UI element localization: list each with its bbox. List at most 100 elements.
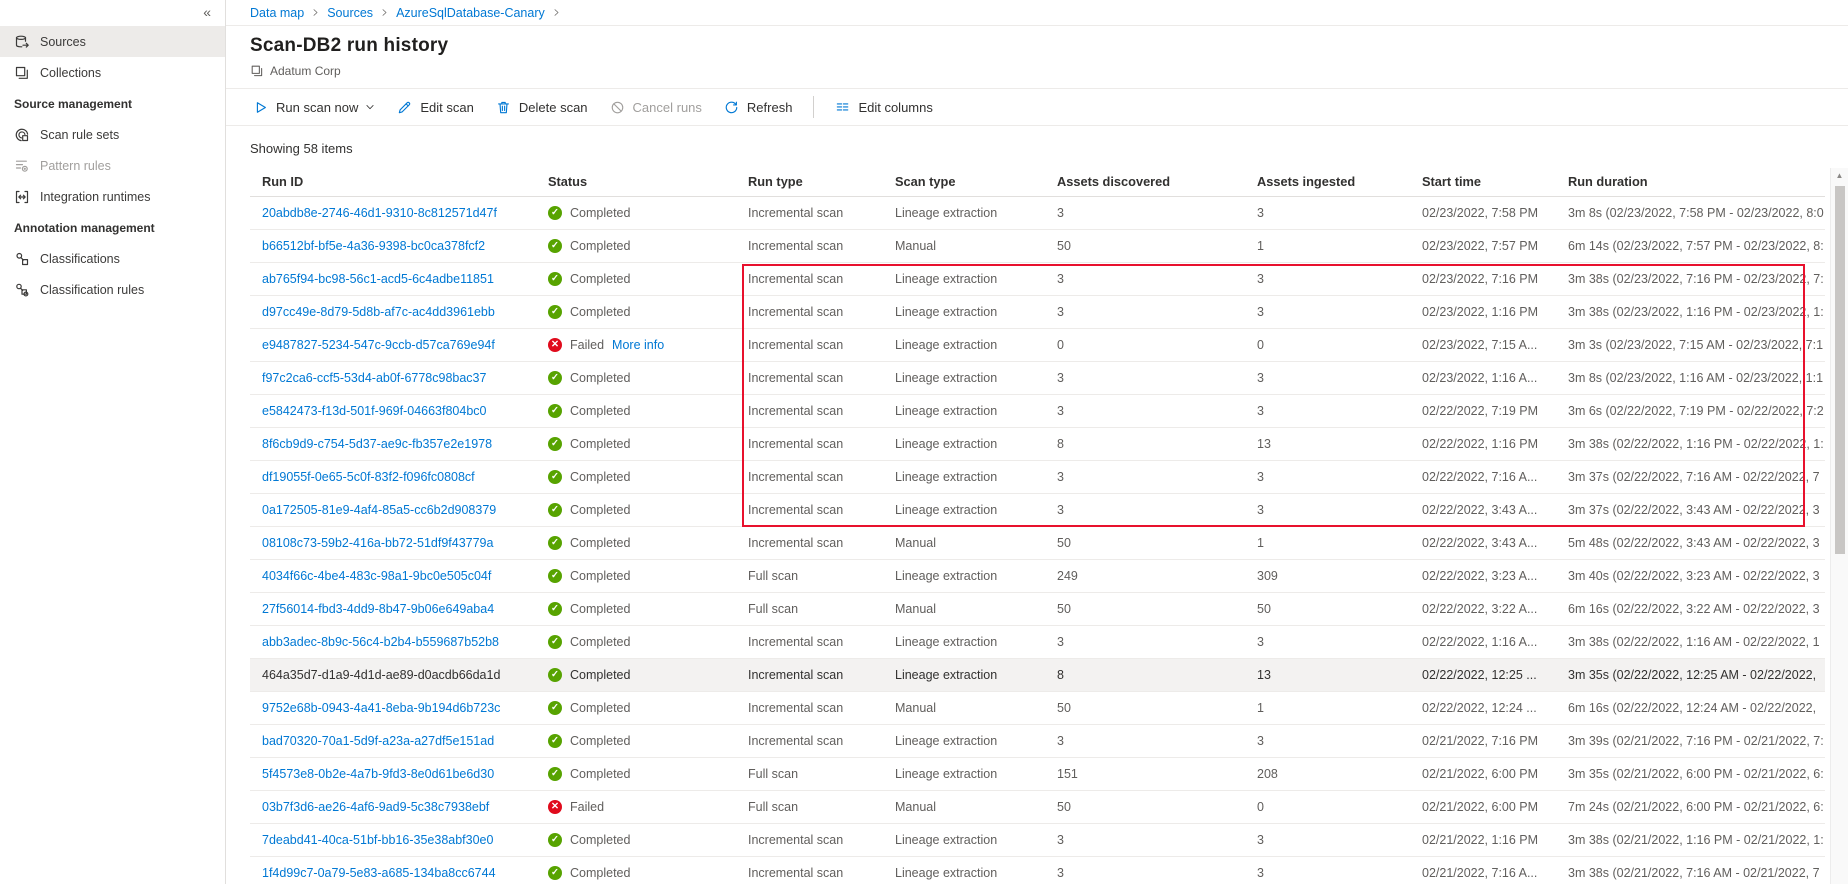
run-duration-cell: 3m 6s (02/22/2022, 7:19 PM - 02/22/2022,… bbox=[1556, 394, 1825, 428]
table-row[interactable]: bad70320-70a1-5d9f-a23a-a27df5e151ad ✓ Com… bbox=[250, 724, 1825, 758]
status-label: Completed bbox=[570, 370, 631, 385]
table-row[interactable]: d97cc49e-8d79-5d8b-af7c-ac4dd3961ebb ✓ Com… bbox=[250, 295, 1825, 329]
breadcrumb-link-azuresqldatabase-canary[interactable]: AzureSqlDatabase-Canary bbox=[396, 5, 545, 20]
sidebar-item-classifications[interactable]: Classifications bbox=[0, 243, 225, 274]
column-header-assets-discovered[interactable]: Assets discovered bbox=[1045, 167, 1245, 197]
sidebar-item-integration-runtimes[interactable]: Integration runtimes bbox=[0, 181, 225, 212]
run-id-link[interactable]: df19055f-0e65-5c0f-83f2-f096fc0808cf bbox=[262, 469, 475, 484]
run-id-link[interactable]: 20abdb8e-2746-46d1-9310-8c812571d47f bbox=[262, 205, 497, 220]
run-id-link[interactable]: b66512bf-bf5e-4a36-9398-bc0ca378fcf2 bbox=[262, 238, 486, 253]
sidebar-item-label: Classification rules bbox=[40, 282, 145, 297]
table-row[interactable]: abb3adec-8b9c-56c4-b2b4-b559687b52b8 ✓ Com… bbox=[250, 625, 1825, 659]
table-row[interactable]: 08108c73-59b2-416a-bb72-51df9f43779a ✓ Com… bbox=[250, 526, 1825, 560]
run-id-link[interactable]: 27f56014-fbd3-4dd9-8b47-9b06e649aba4 bbox=[262, 601, 495, 616]
table-row[interactable]: b66512bf-bf5e-4a36-9398-bc0ca378fcf2 ✓ Com… bbox=[250, 229, 1825, 263]
collection-subtitle: Adatum Corp bbox=[250, 64, 1824, 78]
status-cell: ✓ Completed bbox=[536, 592, 736, 626]
scan-type-cell: Manual bbox=[883, 790, 1045, 824]
run-id-link[interactable]: 1f4d99c7-0a79-5e83-a685-134ba8cc6744 bbox=[262, 865, 496, 880]
table-row[interactable]: 0a172505-81e9-4af4-85a5-cc6b2d908379 ✓ Com… bbox=[250, 493, 1825, 527]
status-completed-icon: ✓ bbox=[548, 436, 562, 451]
run-id-link[interactable]: ab765f94-bc98-56c1-acd5-6c4adbe11851 bbox=[262, 271, 494, 286]
table-row[interactable]: ab765f94-bc98-56c1-acd5-6c4adbe11851 ✓ Com… bbox=[250, 262, 1825, 296]
table-row[interactable]: f97c2ca6-ccf5-53d4-ab0f-6778c98bac37 ✓ Com… bbox=[250, 361, 1825, 395]
column-header-scan-type[interactable]: Scan type bbox=[883, 167, 1045, 197]
table-row[interactable]: 03b7f3d6-ae26-4af6-9ad9-5c38c7938ebf ✕ Fai… bbox=[250, 790, 1825, 824]
run-duration-cell: 3m 38s (02/21/2022, 7:16 AM - 02/21/2022… bbox=[1556, 856, 1825, 884]
start-time-cell: 02/22/2022, 3:22 A... bbox=[1410, 592, 1556, 626]
run-id-link[interactable]: 464a35d7-d1a9-4d1d-ae89-d0acdb66da1d bbox=[262, 667, 501, 682]
sidebar-item-sources[interactable]: Sources bbox=[0, 26, 225, 57]
column-header-start-time[interactable]: Start time bbox=[1410, 167, 1556, 197]
status-cell: ✓ Completed bbox=[536, 625, 736, 659]
table-row[interactable]: df19055f-0e65-5c0f-83f2-f096fc0808cf ✓ Com… bbox=[250, 460, 1825, 494]
toolbar-edit-scan-button[interactable]: Edit scan bbox=[386, 89, 484, 125]
column-header-run-duration[interactable]: Run duration bbox=[1556, 167, 1825, 197]
scan-rule-sets-icon bbox=[14, 127, 30, 143]
status-cell: ✓ Completed bbox=[536, 691, 736, 725]
run-type-cell: Incremental scan bbox=[736, 724, 883, 758]
run-id-link[interactable]: f97c2ca6-ccf5-53d4-ab0f-6778c98bac37 bbox=[262, 370, 487, 385]
table-row[interactable]: 7deabd41-40ca-51bf-bb16-35e38abf30e0 ✓ Com… bbox=[250, 823, 1825, 857]
run-id-link[interactable]: 4034f66c-4be4-483c-98a1-9bc0e505c04f bbox=[262, 568, 492, 583]
vertical-scrollbar[interactable] bbox=[1830, 168, 1848, 884]
toolbar-refresh-button[interactable]: Refresh bbox=[713, 89, 804, 125]
sidebar-item-scan-rule-sets[interactable]: Scan rule sets bbox=[0, 119, 225, 150]
run-duration-cell: 3m 35s (02/22/2022, 12:25 AM - 02/22/202… bbox=[1556, 658, 1825, 692]
scan-type-cell: Lineage extraction bbox=[883, 394, 1045, 428]
run-id-link[interactable]: 08108c73-59b2-416a-bb72-51df9f43779a bbox=[262, 535, 494, 550]
table-row[interactable]: 27f56014-fbd3-4dd9-8b47-9b06e649aba4 ✓ Com… bbox=[250, 592, 1825, 626]
run-duration-cell: 6m 16s (02/22/2022, 12:24 AM - 02/22/202… bbox=[1556, 691, 1825, 725]
more-info-link[interactable]: More info bbox=[612, 337, 665, 352]
column-header-run-type[interactable]: Run type bbox=[736, 167, 883, 197]
sidebar-item-collections[interactable]: Collections bbox=[0, 57, 225, 88]
run-id-link[interactable]: 03b7f3d6-ae26-4af6-9ad9-5c38c7938ebf bbox=[262, 799, 490, 814]
sidebar-collapse-button[interactable]: « bbox=[199, 2, 215, 22]
toolbar-button-label: Edit columns bbox=[858, 99, 933, 115]
table-row[interactable]: 4034f66c-4be4-483c-98a1-9bc0e505c04f ✓ Com… bbox=[250, 559, 1825, 593]
run-id-link[interactable]: bad70320-70a1-5d9f-a23a-a27df5e151ad bbox=[262, 733, 495, 748]
table-row[interactable]: 5f4573e8-0b2e-4a7b-9fd3-8e0d61be6d30 ✓ Com… bbox=[250, 757, 1825, 791]
chevron-right-icon bbox=[311, 8, 320, 17]
run-id-link[interactable]: e5842473-f13d-501f-969f-04663f804bc0 bbox=[262, 403, 487, 418]
table-row[interactable]: 9752e68b-0943-4a41-8eba-9b194d6b723c ✓ Com… bbox=[250, 691, 1825, 725]
run-id-link[interactable]: abb3adec-8b9c-56c4-b2b4-b559687b52b8 bbox=[262, 634, 500, 649]
run-id-cell: 20abdb8e-2746-46d1-9310-8c812571d47f bbox=[250, 196, 536, 230]
table-row[interactable]: 8f6cb9d9-c754-5d37-ae9c-fb357e2e1978 ✓ Com… bbox=[250, 427, 1825, 461]
run-id-link[interactable]: 7deabd41-40ca-51bf-bb16-35e38abf30e0 bbox=[262, 832, 494, 847]
run-id-link[interactable]: e9487827-5234-547c-9ccb-d57ca769e94f bbox=[262, 337, 495, 352]
run-duration-cell: 3m 39s (02/21/2022, 7:16 PM - 02/21/2022… bbox=[1556, 724, 1825, 758]
scan-type-cell: Lineage extraction bbox=[883, 823, 1045, 857]
start-time-cell: 02/21/2022, 1:16 PM bbox=[1410, 823, 1556, 857]
toolbar-run-scan-now-button[interactable]: Run scan now bbox=[242, 89, 386, 125]
column-header-status[interactable]: Status bbox=[536, 167, 736, 197]
table-row[interactable]: 1f4d99c7-0a79-5e83-a685-134ba8cc6744 ✓ Com… bbox=[250, 856, 1825, 884]
breadcrumb-link-data-map[interactable]: Data map bbox=[250, 5, 305, 20]
status-cell: ✓ Completed bbox=[536, 757, 736, 791]
run-id-link[interactable]: 5f4573e8-0b2e-4a7b-9fd3-8e0d61be6d30 bbox=[262, 766, 495, 781]
scroll-up-icon[interactable] bbox=[1836, 168, 1844, 183]
start-time-cell: 02/22/2022, 3:43 A... bbox=[1410, 526, 1556, 560]
assets-discovered-cell: 3 bbox=[1045, 460, 1245, 494]
toolbar-edit-columns-button[interactable]: Edit columns bbox=[824, 89, 943, 125]
table-row[interactable]: 20abdb8e-2746-46d1-9310-8c812571d47f ✓ Com… bbox=[250, 196, 1825, 230]
status-cell: ✓ Completed bbox=[536, 460, 736, 494]
toolbar: Run scan now Edit scan Delete scan Cancel r… bbox=[226, 89, 1848, 126]
table-row[interactable]: e9487827-5234-547c-9ccb-d57ca769e94f ✕ Fai… bbox=[250, 328, 1825, 362]
classification-rules-icon bbox=[14, 282, 30, 298]
table-row[interactable]: 464a35d7-d1a9-4d1d-ae89-d0acdb66da1d ✓ Com… bbox=[250, 658, 1825, 692]
run-id-link[interactable]: 9752e68b-0943-4a41-8eba-9b194d6b723c bbox=[262, 700, 501, 715]
column-header-assets-ingested[interactable]: Assets ingested bbox=[1245, 167, 1410, 197]
run-id-link[interactable]: 8f6cb9d9-c754-5d37-ae9c-fb357e2e1978 bbox=[262, 436, 493, 451]
run-type-cell: Incremental scan bbox=[736, 196, 883, 230]
toolbar-delete-scan-button[interactable]: Delete scan bbox=[485, 89, 599, 125]
run-id-cell: 5f4573e8-0b2e-4a7b-9fd3-8e0d61be6d30 bbox=[250, 757, 536, 791]
column-header-run-id[interactable]: Run ID bbox=[250, 167, 536, 197]
sidebar-item-classification-rules[interactable]: Classification rules bbox=[0, 274, 225, 305]
run-type-cell: Incremental scan bbox=[736, 460, 883, 494]
run-id-link[interactable]: d97cc49e-8d79-5d8b-af7c-ac4dd3961ebb bbox=[262, 304, 495, 319]
table-row[interactable]: e5842473-f13d-501f-969f-04663f804bc0 ✓ Com… bbox=[250, 394, 1825, 428]
scrollbar-thumb[interactable] bbox=[1834, 186, 1845, 554]
breadcrumb-link-sources[interactable]: Sources bbox=[327, 5, 374, 20]
run-id-link[interactable]: 0a172505-81e9-4af4-85a5-cc6b2d908379 bbox=[262, 502, 497, 517]
